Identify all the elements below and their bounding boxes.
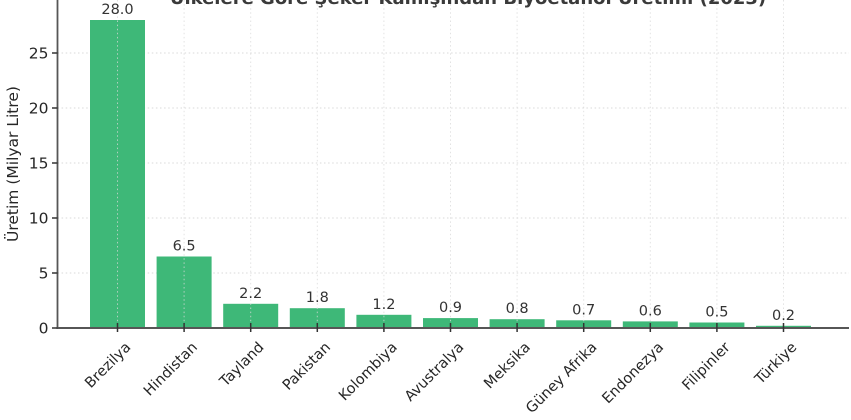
y-tick-label: 25 <box>29 45 49 63</box>
y-tick-label: 0 <box>39 320 49 338</box>
chart-title: Ülkelere Göre Şeker Kamışından Biyoetano… <box>170 0 766 9</box>
bar <box>289 308 345 328</box>
bar-value-label: 0.8 <box>506 301 529 317</box>
bar-value-label: 0.2 <box>772 308 795 324</box>
bar <box>90 20 145 328</box>
bar-value-label: 0.5 <box>705 305 728 321</box>
bar-value-label: 1.2 <box>372 297 395 313</box>
bar-value-label: 0.7 <box>572 302 595 318</box>
y-tick-label: 10 <box>29 210 49 228</box>
bar-value-label: 2.2 <box>239 286 262 302</box>
y-tick-label: 5 <box>39 265 49 283</box>
bar-value-label: 1.8 <box>306 290 329 306</box>
y-axis-label: Üretim (Milyar Litre) <box>3 86 22 242</box>
bar-value-label: 6.5 <box>173 239 196 255</box>
bar-value-label: 0.9 <box>439 300 462 316</box>
bar-value-label: 0.6 <box>639 303 662 319</box>
y-tick-label: 20 <box>29 100 49 118</box>
bar <box>356 314 412 328</box>
y-tick-label: 15 <box>29 155 49 173</box>
bar-value-label: 28.0 <box>101 2 133 18</box>
